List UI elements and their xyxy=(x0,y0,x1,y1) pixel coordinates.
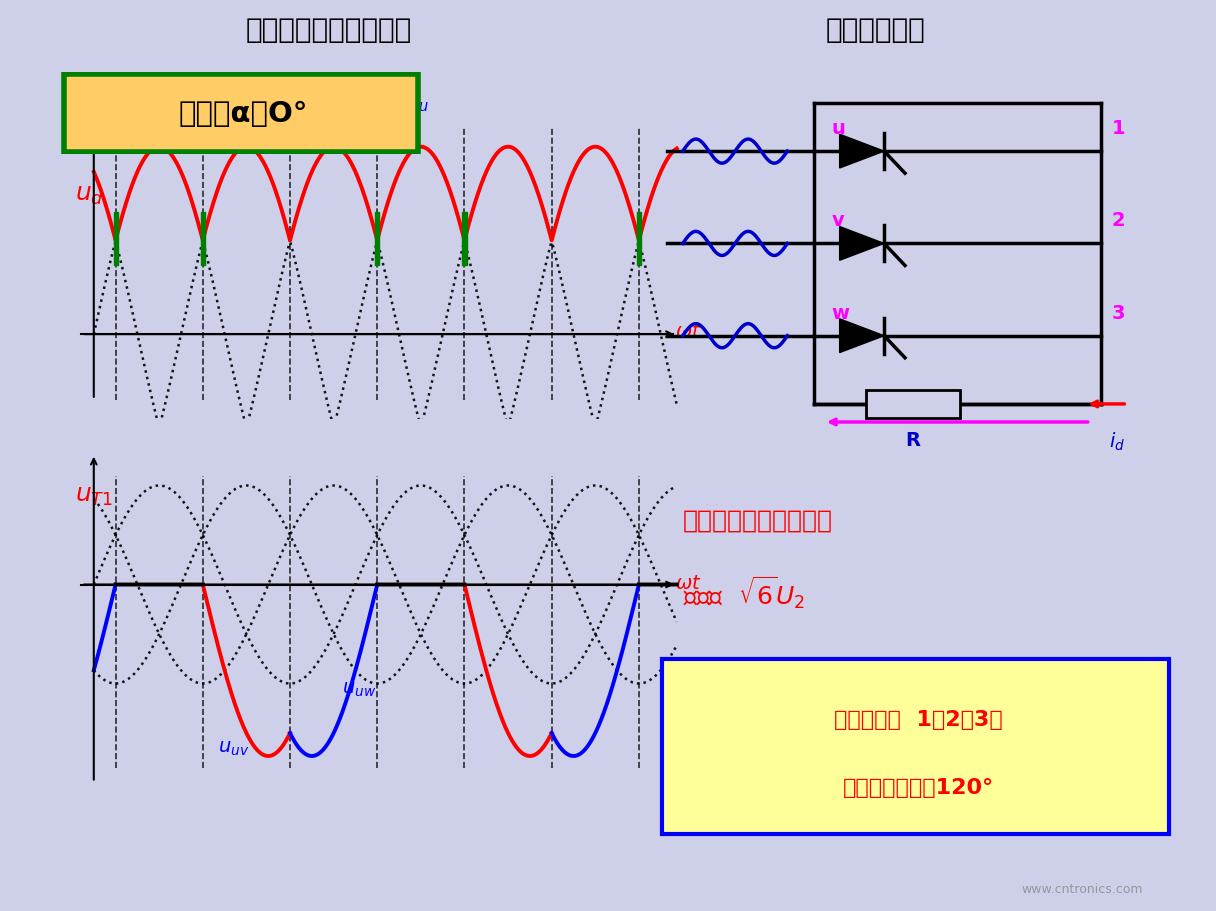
Text: $u_{uv}$: $u_{uv}$ xyxy=(218,738,249,757)
Text: 晶闸管承受的最大反向: 晶闸管承受的最大反向 xyxy=(683,507,833,532)
Text: $u_{u}$: $u_{u}$ xyxy=(405,94,428,114)
Text: 3: 3 xyxy=(1111,303,1125,322)
FancyBboxPatch shape xyxy=(662,660,1169,834)
Text: 电流连续，  1、2、3晶: 电流连续， 1、2、3晶 xyxy=(834,710,1002,730)
Text: $u_{v}$: $u_{v}$ xyxy=(230,94,254,114)
Bar xyxy=(113,213,118,265)
Text: 闸管导通角都为120°: 闸管导通角都为120° xyxy=(843,777,993,797)
Text: $i_d$: $i_d$ xyxy=(1109,431,1125,453)
Text: v: v xyxy=(832,211,845,230)
Polygon shape xyxy=(839,135,884,169)
Text: 2: 2 xyxy=(1111,211,1125,230)
Text: 压降为  $\sqrt{6}U_2$: 压降为 $\sqrt{6}U_2$ xyxy=(683,573,805,610)
Text: www.cntronics.com: www.cntronics.com xyxy=(1021,882,1143,895)
Text: $u_{uw}$: $u_{uw}$ xyxy=(342,679,376,698)
Text: u: u xyxy=(832,119,845,138)
Text: 纯电阻性负载: 纯电阻性负载 xyxy=(826,15,925,44)
Text: $\omega t$: $\omega t$ xyxy=(675,573,702,592)
Text: $u_{T1}$: $u_{T1}$ xyxy=(75,484,113,507)
Bar xyxy=(376,213,379,265)
Bar xyxy=(201,213,204,265)
Bar xyxy=(550,494,553,547)
Bar xyxy=(637,213,641,265)
Polygon shape xyxy=(839,320,884,353)
Text: $u_d$: $u_d$ xyxy=(933,392,956,411)
Text: R: R xyxy=(906,431,921,449)
Text: 三相半波可控整流电路: 三相半波可控整流电路 xyxy=(246,15,411,44)
Polygon shape xyxy=(839,228,884,261)
Text: $u_{u}$: $u_{u}$ xyxy=(143,94,167,114)
Bar xyxy=(288,494,292,547)
Text: 1: 1 xyxy=(1111,119,1125,138)
Bar xyxy=(866,391,959,418)
Text: $u_d$: $u_d$ xyxy=(75,182,105,206)
Text: $u_{w}$: $u_{w}$ xyxy=(316,94,343,114)
Bar xyxy=(462,213,467,265)
Text: $\omega t$: $\omega t$ xyxy=(675,322,702,341)
Text: 控制角α＝O°: 控制角α＝O° xyxy=(179,100,308,128)
Text: w: w xyxy=(832,303,850,322)
FancyBboxPatch shape xyxy=(64,76,418,152)
